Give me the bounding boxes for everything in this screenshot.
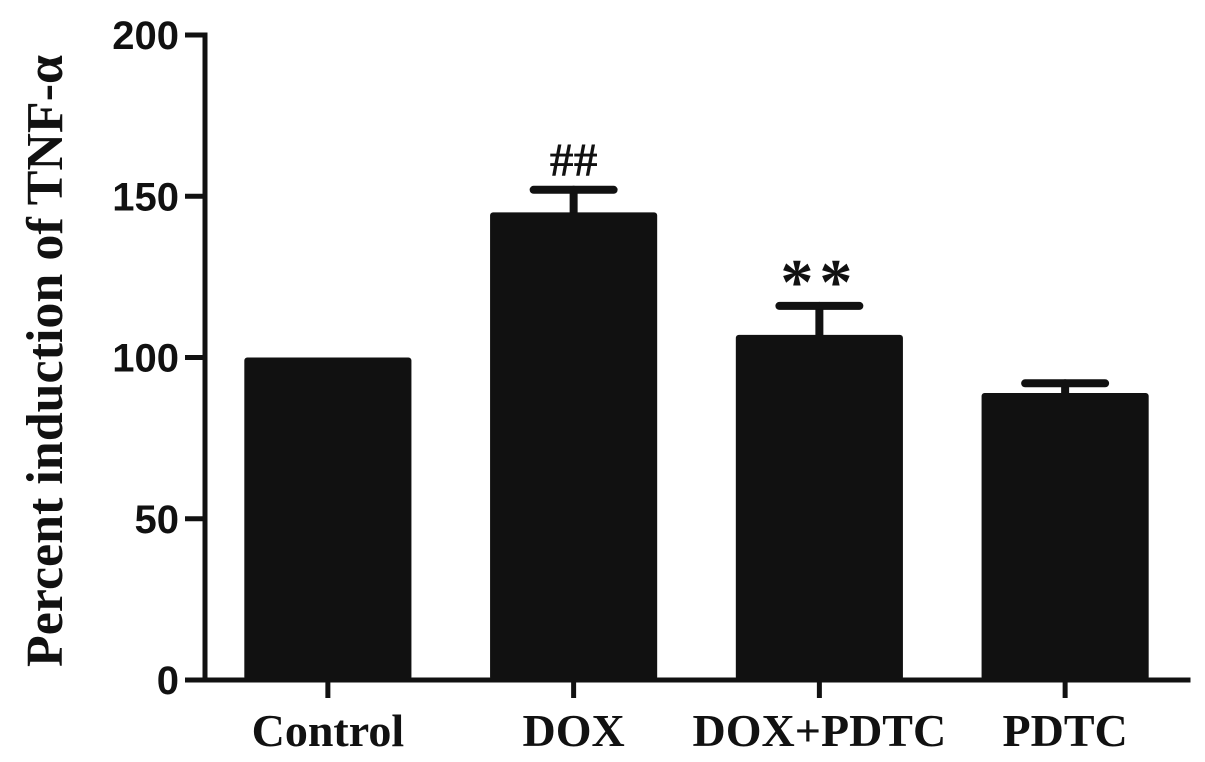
x-tick-label: DOX+PDTC (693, 705, 947, 756)
y-tick-label: 150 (112, 175, 179, 219)
bar-group-control (244, 357, 412, 680)
bar (981, 392, 1149, 680)
y-axis-label: Percent induction of TNF-α (17, 55, 74, 667)
bar (735, 334, 903, 680)
x-tick-label: DOX (523, 705, 625, 756)
y-axis-ticks: 0 50 100 150 200 (112, 14, 205, 703)
y-tick-label: 0 (157, 659, 179, 703)
significance-annotation: ## (550, 134, 598, 187)
bars: ## ** (244, 134, 1149, 680)
x-axis-ticks: Control DOX DOX+PDTC PDTC (252, 680, 1128, 756)
y-tick-label: 100 (112, 337, 179, 381)
bar (244, 357, 412, 680)
y-tick-label: 50 (135, 498, 180, 542)
x-tick-label: PDTC (1003, 705, 1128, 756)
significance-annotation: ** (780, 246, 858, 319)
y-tick-label: 200 (112, 14, 179, 58)
bar-group-pdtc (981, 379, 1149, 680)
bar-group-dox-pdtc: ** (735, 246, 903, 680)
bar (490, 212, 658, 680)
x-tick-label: Control (252, 705, 405, 756)
bar-group-dox: ## (490, 134, 658, 680)
